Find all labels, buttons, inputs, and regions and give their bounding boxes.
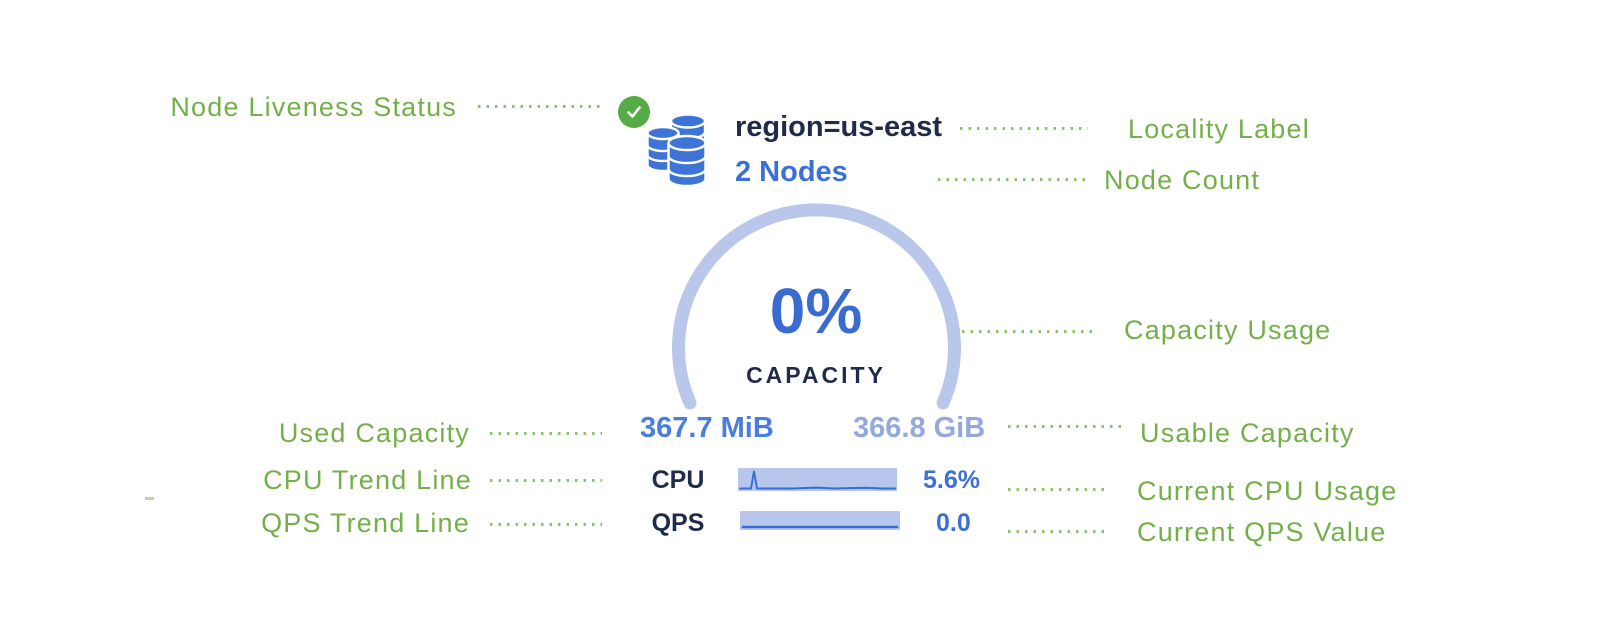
annotation-cpu-trend-line: CPU Trend Line <box>263 465 472 495</box>
capacity-caption: CAPACITY <box>746 362 886 388</box>
leader-node-count <box>938 178 1086 181</box>
qps-spark-path <box>741 525 899 529</box>
cpu-trend-sparkline <box>738 468 897 491</box>
cpu-label: CPU <box>651 466 705 494</box>
cpu-usage-value: 5.6% <box>923 466 980 494</box>
annotation-current-cpu-usage: Current CPU Usage <box>1137 476 1398 506</box>
checkmark-glyph <box>627 106 641 118</box>
node-count-value: 2 Nodes <box>735 156 848 188</box>
qps-label: QPS <box>651 509 705 537</box>
check-circle-icon <box>618 96 650 128</box>
leader-used-capacity <box>490 432 602 435</box>
leader-qps-trend <box>490 523 602 526</box>
annotation-usable-capacity: Usable Capacity <box>1140 418 1355 448</box>
annotation-qps-trend-line: QPS Trend Line <box>261 508 470 538</box>
usable-capacity-value: 366.8 GiB <box>853 412 986 444</box>
cpu-spark-path <box>739 470 896 490</box>
qps-value: 0.0 <box>936 509 971 537</box>
annotation-used-capacity: Used Capacity <box>278 418 470 448</box>
annotation-node-liveness-status: Node Liveness Status <box>170 92 457 122</box>
leader-current-cpu <box>1008 488 1110 491</box>
leader-capacity-usage <box>962 330 1094 333</box>
leader-current-qps <box>1008 530 1110 533</box>
qps-trend-sparkline <box>740 511 900 530</box>
annotation-current-qps-value: Current QPS Value <box>1137 517 1387 547</box>
capacity-gauge-arc <box>672 203 961 410</box>
annotation-locality-label: Locality Label <box>1128 114 1310 144</box>
leader-usable-capacity <box>1008 425 1122 428</box>
annotation-node-count: Node Count <box>1104 165 1261 195</box>
database-stack-icon <box>646 114 707 188</box>
leader-node-liveness <box>478 105 602 108</box>
used-capacity-value: 367.7 MiB <box>640 412 774 444</box>
leader-locality-label <box>960 127 1088 130</box>
stray-mark <box>145 497 154 500</box>
capacity-percent: 0% <box>769 275 863 347</box>
leader-cpu-trend <box>490 479 602 482</box>
annotation-capacity-usage: Capacity Usage <box>1124 315 1332 345</box>
locality-label-value: region=us-east <box>735 111 943 143</box>
